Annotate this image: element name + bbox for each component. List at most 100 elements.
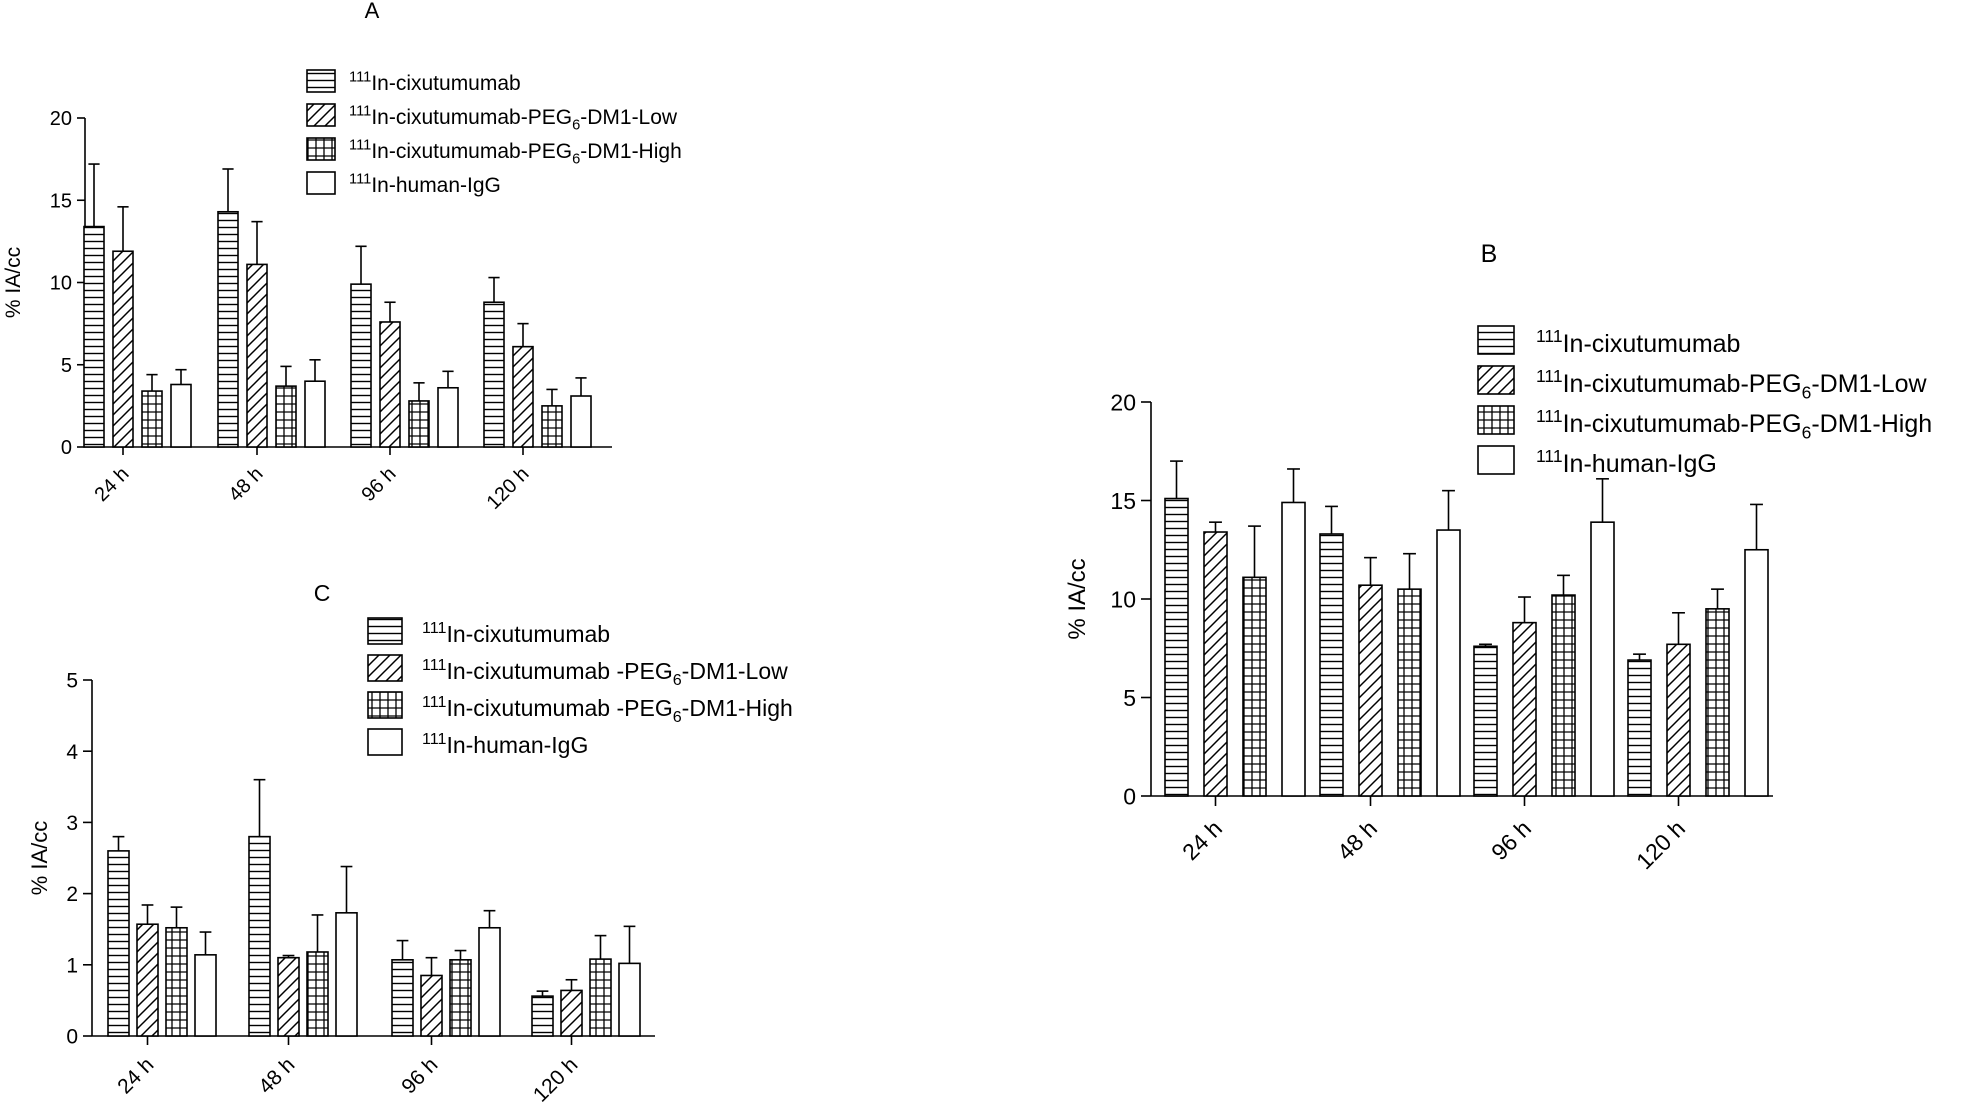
bar-c-1-3 (335, 912, 358, 1037)
chart-panel-a: A 0 5 10 15 20 % IA/cc 24 h 48 h 96 h 120 h 111In-c… (2, 0, 682, 514)
legend-swatch (306, 103, 336, 127)
legend-label: 111In-cixutumumab (349, 70, 521, 95)
bar-b-3-0 (1627, 659, 1652, 797)
bar-a-1-3 (304, 380, 326, 448)
bar-a-1-1 (246, 263, 268, 448)
bar-a-2-2 (408, 400, 430, 448)
bar-c-0-2 (165, 926, 188, 1037)
bar-c-1-0 (248, 835, 271, 1037)
y-tick-label: 20 (50, 108, 72, 130)
bar-c-2-0 (391, 959, 414, 1037)
legend-label: 111In-cixutumumab -PEG6-DM1-Low (422, 656, 788, 689)
legend-label: 111In-cixutumumab (422, 619, 610, 647)
bar-b-2-2 (1551, 594, 1576, 797)
legend-label: 111In-human-IgG (349, 172, 501, 197)
y-tick-label: 0 (1123, 783, 1136, 809)
panel-title: B (1481, 240, 1498, 268)
x-tick-label: 48 h (254, 1053, 299, 1098)
bar-b-3-3 (1744, 548, 1769, 797)
y-axis-label: % IA/cc (1064, 558, 1091, 639)
x-tick-label: 96 h (397, 1053, 442, 1098)
legend-swatch (367, 728, 403, 756)
chart-panel-c: C 0 1 2 3 4 5 % IA/cc 24 h 48 h 96 h 120 h 111In-cix… (27, 580, 793, 1107)
bar-b-0-0 (1164, 497, 1189, 797)
bar-a-3-3 (570, 395, 592, 448)
bar-b-3-1 (1666, 643, 1691, 797)
bar-a-2-0 (350, 283, 372, 448)
legend-swatch (1477, 405, 1515, 435)
bar-a-0-3 (170, 383, 192, 448)
bar-c-1-1 (277, 956, 300, 1037)
legend-label: 111In-cixutumumab-PEG6-DM1-High (1536, 406, 1932, 442)
bar-b-1-2 (1397, 588, 1422, 797)
y-axis-label: % IA/cc (2, 247, 25, 318)
y-tick-label: 5 (61, 355, 72, 377)
y-tick-label: 3 (66, 812, 78, 835)
panel-title: C (314, 580, 331, 606)
legend-swatch (306, 137, 336, 161)
y-tick-label: 20 (1110, 389, 1136, 415)
legend-swatch (367, 691, 403, 719)
legend-swatch (1477, 365, 1515, 395)
bar-b-3-2 (1705, 608, 1730, 797)
x-tick-label: 120 h (483, 463, 534, 514)
y-tick-label: 4 (66, 741, 78, 764)
legend-swatch (306, 69, 336, 93)
bar-a-1-2 (275, 385, 297, 448)
bar-b-1-0 (1319, 533, 1344, 797)
bar-c-0-3 (194, 954, 217, 1037)
bar-a-0-2 (141, 390, 163, 448)
bar-b-0-2 (1242, 576, 1267, 797)
bar-c-2-2 (449, 959, 472, 1037)
bar-b-2-0 (1473, 645, 1498, 797)
y-tick-label: 5 (1123, 685, 1136, 711)
x-tick-label: 120 h (1631, 815, 1690, 874)
bar-a-3-2 (541, 405, 563, 448)
bar-a-3-1 (512, 345, 534, 448)
y-tick-label: 15 (50, 190, 72, 212)
y-tick-label: 15 (1110, 488, 1136, 514)
bar-a-1-0 (217, 210, 239, 448)
y-tick-label: 10 (1110, 586, 1136, 612)
x-tick-label: 120 h (529, 1053, 582, 1106)
legend-label: 111In-cixutumumab -PEG6-DM1-High (422, 693, 793, 726)
y-tick-label: 10 (50, 273, 72, 295)
bar-b-0-3 (1281, 501, 1306, 797)
bar-b-0-1 (1203, 531, 1228, 797)
y-axis-label: % IA/cc (27, 821, 52, 896)
chart-panel-b: B 0 5 10 15 20 % IA/cc 24 h 48 h 96 h 120 h 111In-c… (1064, 240, 1932, 874)
bar-c-3-0 (531, 995, 554, 1037)
y-tick-label: 1 (66, 954, 78, 977)
bar-b-2-3 (1590, 521, 1615, 797)
legend-swatch (367, 654, 403, 682)
legend-swatch (367, 617, 403, 645)
bar-c-1-2 (306, 951, 329, 1037)
bar-a-0-0 (83, 225, 105, 448)
bar-b-1-3 (1436, 529, 1461, 797)
x-tick-label: 48 h (1332, 815, 1382, 865)
legend-label: 111In-human-IgG (422, 730, 588, 758)
legend-label: 111In-human-IgG (1536, 446, 1717, 478)
bar-a-2-3 (437, 386, 459, 448)
bar-c-2-1 (420, 974, 443, 1037)
bar-b-1-1 (1358, 584, 1383, 797)
panel-title: A (365, 0, 380, 23)
y-tick-label: 0 (66, 1026, 78, 1049)
bar-c-0-1 (136, 923, 159, 1037)
x-tick-label: 24 h (90, 463, 133, 506)
bar-a-0-1 (112, 250, 134, 448)
y-tick-label: 5 (66, 670, 78, 693)
bar-c-0-0 (107, 850, 130, 1037)
x-tick-label: 48 h (224, 463, 267, 506)
bar-c-3-1 (560, 989, 583, 1037)
bar-a-3-0 (483, 301, 505, 448)
y-tick-label: 0 (61, 437, 72, 459)
bar-c-2-3 (478, 926, 501, 1037)
legend-label: 111In-cixutumumab (1536, 326, 1740, 358)
y-tick-label: 2 (66, 883, 78, 906)
bar-b-2-1 (1512, 621, 1537, 797)
bar-a-2-1 (379, 321, 401, 448)
x-tick-label: 96 h (357, 463, 400, 506)
legend-swatch (1477, 445, 1515, 475)
